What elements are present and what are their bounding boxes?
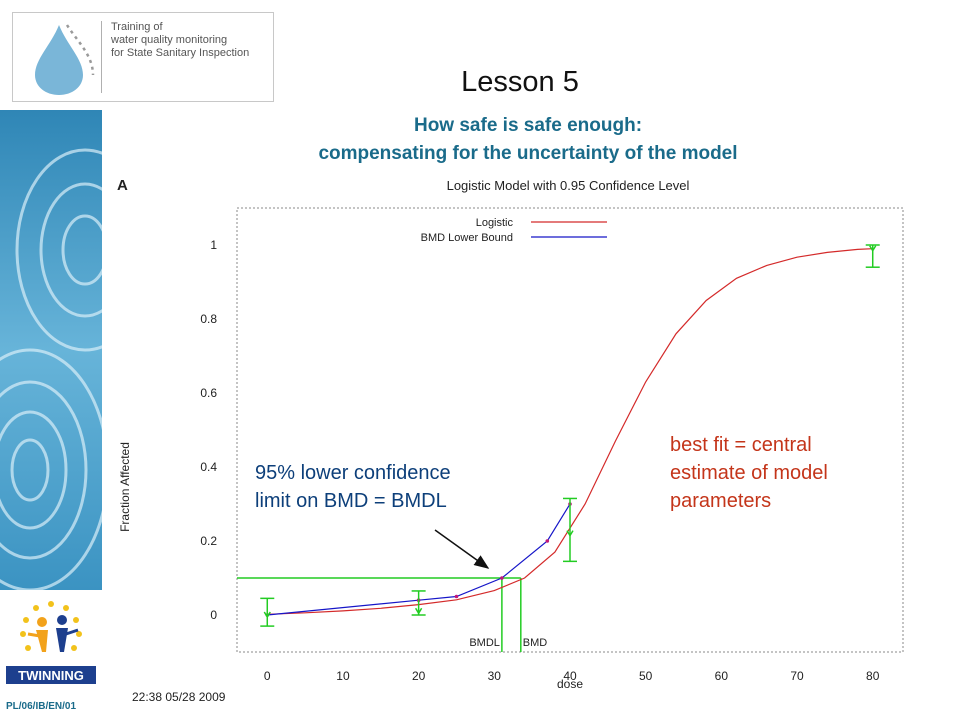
chart-title: Logistic Model with 0.95 Confidence Leve… bbox=[447, 178, 690, 193]
slide-subtitle: How safe is safe enough: compensating fo… bbox=[0, 112, 960, 168]
x-tick-label: 30 bbox=[488, 669, 502, 683]
chart-timestamp: 22:38 05/28 2009 bbox=[132, 690, 226, 704]
footer-code: PL/06/IB/EN/01 bbox=[6, 701, 77, 712]
logo-text-line: Training of bbox=[111, 21, 163, 33]
best-fit-callout-line: estimate of model bbox=[670, 462, 828, 484]
logo-text: Training of water quality monitoring for… bbox=[111, 21, 249, 60]
y-tick-label: 0.4 bbox=[200, 460, 217, 474]
bmdl-callout-line: 95% lower confidence bbox=[255, 462, 451, 484]
project-logo: Training of water quality monitoring for… bbox=[12, 12, 274, 102]
plot-frame bbox=[236, 207, 904, 653]
x-tick-label: 20 bbox=[412, 669, 426, 683]
water-drop-icon bbox=[35, 24, 95, 95]
x-tick-label: 60 bbox=[715, 669, 729, 683]
logistic-curve bbox=[267, 248, 873, 615]
y-tick-label: 0 bbox=[210, 608, 217, 622]
y-tick-label: 0.8 bbox=[200, 312, 217, 326]
bmd-lower-point bbox=[545, 539, 550, 543]
x-tick-label: 50 bbox=[639, 669, 653, 683]
x-tick-label: 10 bbox=[336, 669, 350, 683]
y-tick-label: 1 bbox=[210, 238, 217, 252]
y-tick-label: 0.6 bbox=[200, 386, 217, 400]
y-tick-label: 0.2 bbox=[200, 534, 217, 548]
x-tick-label: 80 bbox=[866, 669, 880, 683]
logo-text-line: water quality monitoring bbox=[111, 34, 228, 46]
logo-text-line: for State Sanitary Inspection bbox=[111, 47, 250, 59]
eu-stars-icon bbox=[20, 601, 82, 651]
x-tick-label: 0 bbox=[264, 669, 271, 683]
bmdl-callout-line: limit on BMD = BMDL bbox=[255, 490, 447, 512]
observation-point bbox=[869, 245, 877, 253]
benchmark-lines: BMDL BMD bbox=[237, 577, 548, 652]
x-tick-labels: 0 10 20 30 40 50 60 70 80 bbox=[264, 669, 880, 683]
water-ripple-image bbox=[0, 110, 102, 590]
x-tick-label: 70 bbox=[790, 669, 804, 683]
bmdl-callout: 95% lower confidence limit on BMD = BMDL bbox=[255, 459, 451, 515]
logo-divider bbox=[101, 21, 102, 93]
twinning-label: TWINNING bbox=[18, 668, 84, 683]
series-layer bbox=[265, 248, 873, 617]
x-tick-label: 40 bbox=[563, 669, 577, 683]
bmd-lower-bound-curve bbox=[267, 503, 571, 616]
y-tick-labels: 0 0.2 0.4 0.6 0.8 1 bbox=[200, 238, 217, 622]
lesson-title: Lesson 5 bbox=[461, 66, 579, 98]
best-fit-callout-line: best fit = central bbox=[670, 434, 812, 456]
twinning-logo: TWINNING bbox=[6, 601, 96, 684]
legend-label: Logistic bbox=[476, 217, 514, 229]
chart-legend: Logistic BMD Lower Bound bbox=[421, 217, 607, 244]
observation-error-bars bbox=[260, 244, 880, 627]
bmd-lower-point bbox=[454, 594, 459, 599]
logistic-model-chart: A Logistic Model with 0.95 Confidence Le… bbox=[117, 177, 904, 704]
y-axis-label: Fraction Affected bbox=[118, 442, 132, 532]
bmdl-arrow bbox=[434, 529, 490, 569]
bmd-lower-point bbox=[500, 576, 504, 580]
observation-point bbox=[566, 530, 574, 538]
two-figures-icon bbox=[27, 615, 79, 652]
best-fit-callout: best fit = central estimate of model par… bbox=[670, 431, 828, 515]
legend-label: BMD Lower Bound bbox=[421, 232, 513, 244]
panel-label: A bbox=[117, 177, 128, 194]
bmd-label: BMD bbox=[523, 637, 548, 649]
bmdl-label: BMDL bbox=[469, 637, 500, 649]
observation-point bbox=[263, 611, 271, 619]
subtitle-line-1: How safe is safe enough: bbox=[413, 115, 643, 136]
observation-point bbox=[414, 607, 423, 615]
subtitle-line-2: compensating for the uncertainty of the … bbox=[318, 143, 738, 164]
best-fit-callout-line: parameters bbox=[670, 490, 772, 512]
x-axis-label: dose bbox=[557, 677, 583, 691]
